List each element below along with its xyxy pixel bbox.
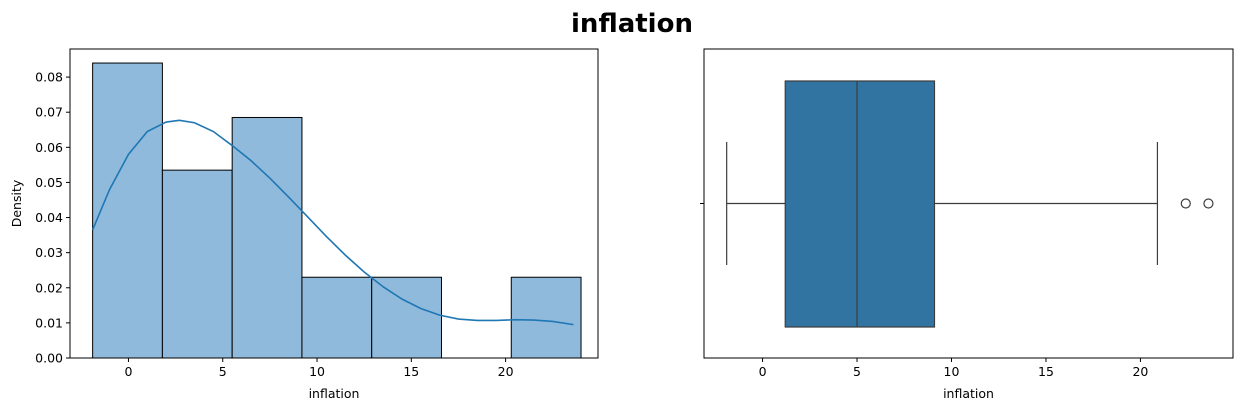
figure-title: inflation xyxy=(571,9,693,39)
histogram-bar xyxy=(301,276,373,359)
x-tick-label: 10 xyxy=(309,364,325,379)
histogram-bar xyxy=(371,276,442,359)
histogram-x-label: inflation xyxy=(309,386,360,401)
x-tick-label: 15 xyxy=(403,364,419,379)
histogram-bar xyxy=(231,116,303,359)
boxplot-marks xyxy=(726,80,1214,328)
x-tick-label: 0 xyxy=(759,364,767,379)
outlier-point xyxy=(1203,198,1214,209)
x-tick-label: 20 xyxy=(498,364,514,379)
x-tick-label: 10 xyxy=(944,364,960,379)
y-tick-label: 0.05 xyxy=(35,175,63,190)
x-tick-label: 5 xyxy=(853,364,861,379)
boxplot-axes: 0 5 10 15 20 inflation xyxy=(700,48,1234,401)
histogram-y-label: Density xyxy=(9,179,24,227)
y-tick-label: 0.00 xyxy=(35,351,63,366)
y-tick-label: 0.03 xyxy=(35,245,63,260)
boxplot-x-ticks: 0 5 10 15 20 xyxy=(759,358,1148,379)
outlier-point xyxy=(1180,198,1191,209)
histogram-x-ticks: 0 5 10 15 20 xyxy=(124,358,514,379)
histogram-bar xyxy=(92,62,163,359)
histogram-y-ticks: 0.00 0.01 0.02 0.03 0.04 0.05 0.06 0.07 0.08 xyxy=(35,70,70,366)
y-tick-label: 0.01 xyxy=(35,315,63,330)
histogram-bars xyxy=(92,62,582,359)
iqr-box xyxy=(784,80,936,328)
y-tick-label: 0.08 xyxy=(35,70,63,85)
histogram-axes: 0 5 10 15 20 0.000.010.020.030.040.050.060.0… xyxy=(9,48,599,401)
y-tick-label: 0.07 xyxy=(35,105,63,120)
x-tick-label: 15 xyxy=(1038,364,1054,379)
x-tick-label: 0 xyxy=(124,364,132,379)
y-tick-label: 0.06 xyxy=(35,140,63,155)
histogram-frame xyxy=(69,48,599,359)
x-tick-label: 20 xyxy=(1132,364,1148,379)
boxplot-x-label: inflation xyxy=(943,386,994,401)
x-tick-label: 5 xyxy=(219,364,227,379)
y-tick-label: 0.04 xyxy=(35,210,63,225)
histogram-bar xyxy=(510,276,582,359)
y-tick-label: 0.02 xyxy=(35,280,63,295)
kde-line xyxy=(91,119,574,326)
histogram-bar xyxy=(161,169,233,359)
